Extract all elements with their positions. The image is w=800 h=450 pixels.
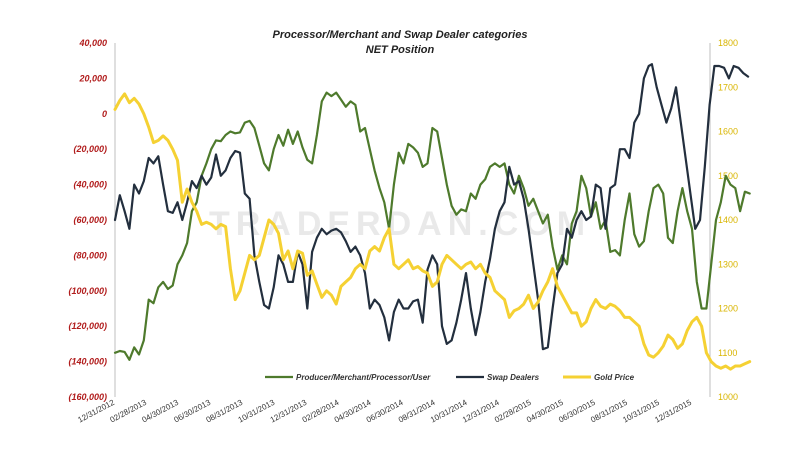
left-tick-label: (80,000): [73, 250, 107, 260]
left-tick-label: (120,000): [68, 321, 107, 331]
series-line-swap-dealers: [113, 63, 750, 351]
right-tick-label: 1100: [718, 348, 737, 358]
left-tick-label: (60,000): [73, 215, 107, 225]
left-tick-label: (100,000): [68, 286, 107, 296]
right-tick-label: 1200: [718, 304, 738, 314]
right-tick-label: 1000: [718, 392, 738, 402]
series-line-gold-price: [113, 92, 752, 371]
left-tick-label: 20,000: [78, 73, 107, 83]
right-tick-label: 1300: [718, 259, 738, 269]
chart-title: Processor/Merchant and Swap Dealer categ…: [273, 29, 528, 41]
left-tick-label: (160,000): [68, 392, 107, 402]
series-line-producer-merchant-processor-user: [113, 91, 751, 361]
legend-label: Swap Dealers: [487, 373, 540, 382]
legend-label: Gold Price: [594, 373, 635, 382]
right-tick-label: 1800: [718, 38, 738, 48]
left-tick-label: (20,000): [73, 144, 107, 154]
series-layer: [113, 63, 752, 371]
left-tick-label: (40,000): [73, 180, 107, 190]
right-tick-label: 1500: [718, 171, 738, 181]
left-tick-label: 40,000: [78, 38, 107, 48]
right-tick-label: 1700: [718, 82, 738, 92]
left-tick-label: (140,000): [68, 357, 107, 367]
x-tick-label: 12/31/2015: [653, 398, 693, 425]
left-tick-label: 0: [102, 109, 107, 119]
right-tick-label: 1600: [718, 127, 738, 137]
legend-label: Producer/Merchant/Processor/User: [296, 373, 431, 382]
chart-subtitle: NET Position: [366, 44, 435, 56]
legend: Producer/Merchant/Processor/User Swap Dea…: [265, 373, 635, 382]
right-tick-label: 1400: [718, 215, 738, 225]
